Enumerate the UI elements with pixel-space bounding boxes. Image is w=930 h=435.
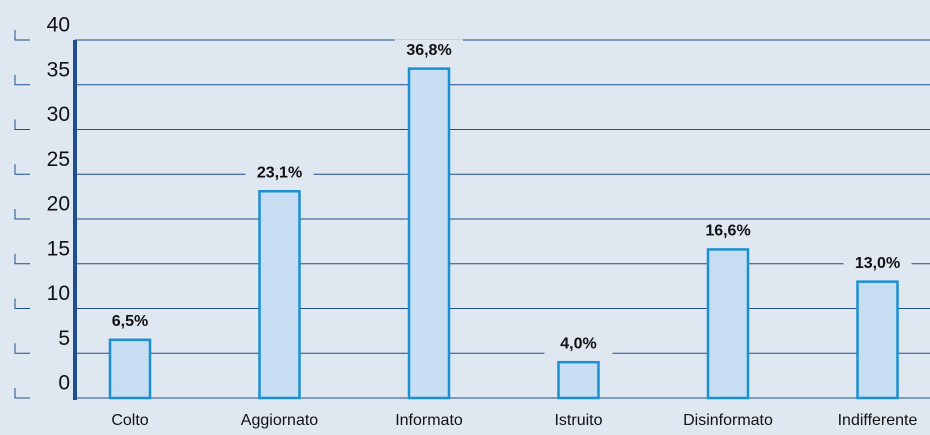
x-tick-label: Istruito — [554, 412, 602, 429]
y-tick-mark — [14, 30, 30, 41]
y-tick-label: 15 — [47, 237, 70, 260]
y-tick-label: 25 — [47, 148, 70, 171]
value-label: 16,6% — [705, 223, 750, 240]
x-tick-label: Aggiornato — [241, 412, 318, 429]
bar — [856, 280, 899, 400]
y-tick-mark — [14, 74, 30, 86]
bar — [557, 360, 600, 400]
y-tick-mark — [14, 164, 30, 175]
y-tick-label: 5 — [58, 327, 70, 350]
value-label-bg — [544, 333, 613, 356]
y-tick-mark — [14, 253, 30, 265]
bar — [258, 190, 301, 400]
value-label: 23,1% — [257, 164, 302, 181]
y-tick-mark — [14, 298, 30, 309]
value-label: 6,5% — [112, 313, 148, 330]
y-tick-label: 30 — [47, 103, 70, 126]
bar — [706, 248, 750, 400]
value-label: 36,8% — [406, 42, 451, 59]
value-label-bg — [395, 39, 463, 62]
y-tick-mark — [14, 388, 30, 399]
value-label: 4,0% — [560, 335, 596, 352]
y-tick-mark — [14, 343, 30, 354]
x-tick-label: Disinformato — [683, 412, 773, 429]
x-tick-label: Indifferente — [838, 412, 918, 429]
bar — [407, 67, 451, 400]
value-label-bg — [843, 252, 912, 275]
y-tick-mark — [14, 119, 30, 130]
x-tick-label: Informato — [395, 412, 463, 429]
y-tick-label: 10 — [47, 282, 70, 305]
y-tick-label: 0 — [58, 372, 70, 395]
value-label: 13,0% — [855, 255, 900, 272]
value-label-bg — [245, 162, 314, 185]
value-label-bg — [96, 310, 164, 333]
y-tick-label: 35 — [47, 58, 70, 81]
value-label-bg — [694, 220, 762, 243]
y-tick-label: 20 — [47, 193, 70, 216]
x-tick-label: Colto — [111, 412, 148, 429]
y-tick-label: 40 — [47, 14, 70, 37]
bar — [108, 338, 152, 400]
y-tick-mark — [14, 209, 30, 220]
